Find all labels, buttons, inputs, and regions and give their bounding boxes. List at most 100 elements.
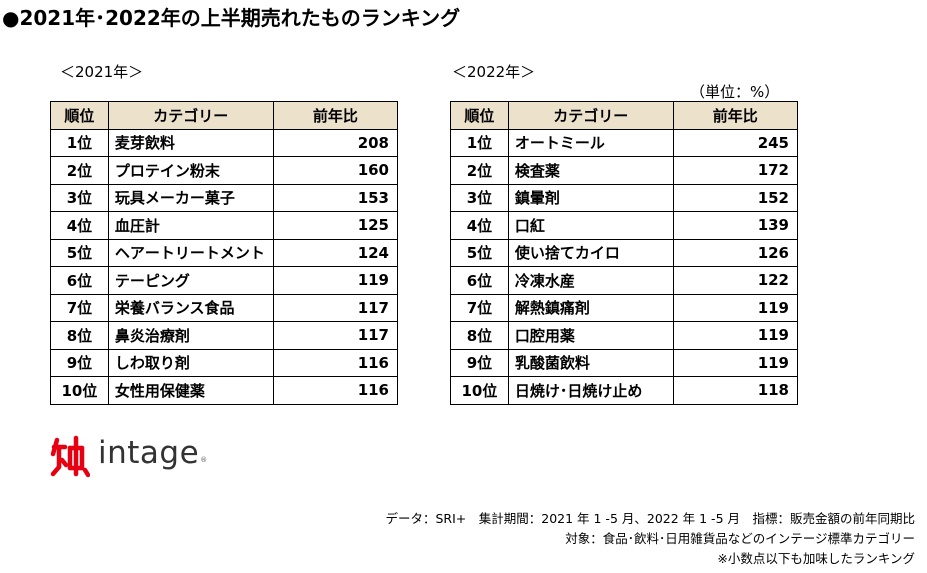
category-cell: 鼻炎治療剤 xyxy=(107,321,274,350)
table-row: 4位 血圧計 125 xyxy=(50,211,399,240)
footnote-ranking-note: ※小数点以下も加味したランキング xyxy=(717,551,915,566)
category-cell: テーピング xyxy=(107,266,274,295)
category-cell: 栄養バランス食品 xyxy=(107,293,274,322)
rank-cell: 9位 xyxy=(50,348,109,377)
value-cell: 152 xyxy=(672,183,799,212)
value-cell: 126 xyxy=(672,238,799,267)
table-row: 4位 口紅 139 xyxy=(450,211,799,240)
rank-cell: 6位 xyxy=(450,266,509,295)
value-cell: 124 xyxy=(272,238,399,267)
footnotes: データ：SRI+ 集計期間：2021 年 1 -5 月、2022 年 1 -5 … xyxy=(385,509,915,569)
header-rank: 順位 xyxy=(50,101,109,130)
category-cell: 麦芽飲料 xyxy=(107,128,274,157)
table-row: 6位 冷凍水産 122 xyxy=(450,266,799,295)
page-title: ●2021年･2022年の上半期売れたものランキング xyxy=(2,6,461,30)
value-cell: 172 xyxy=(672,156,799,185)
value-cell: 116 xyxy=(272,376,399,405)
header-rank: 順位 xyxy=(450,101,509,130)
category-cell: 冷凍水産 xyxy=(507,266,674,295)
rank-cell: 2位 xyxy=(50,156,109,185)
rank-cell: 9位 xyxy=(450,348,509,377)
rank-cell: 10位 xyxy=(50,376,109,405)
table-row: 2位 プロテイン粉末 160 xyxy=(50,156,399,185)
value-cell: 153 xyxy=(272,183,399,212)
category-cell: 玩具メーカー菓子 xyxy=(107,183,274,212)
value-cell: 208 xyxy=(272,128,399,157)
rank-cell: 2位 xyxy=(450,156,509,185)
category-cell: しわ取り剤 xyxy=(107,348,274,377)
value-cell: 117 xyxy=(272,293,399,322)
intage-logo: intage ® xyxy=(50,432,207,480)
value-cell: 125 xyxy=(272,211,399,240)
category-cell: 解熱鎮痛剤 xyxy=(507,293,674,322)
value-cell: 117 xyxy=(272,321,399,350)
category-cell: 鎮暈剤 xyxy=(507,183,674,212)
rank-cell: 7位 xyxy=(450,293,509,322)
category-cell: 女性用保健薬 xyxy=(107,376,274,405)
table-row: 8位 鼻炎治療剤 117 xyxy=(50,321,399,350)
category-cell: プロテイン粉末 xyxy=(107,156,274,185)
table-row: 10位 日焼け･日焼け止め 118 xyxy=(450,376,799,405)
caption-2021: ＜2021年＞ xyxy=(60,63,144,81)
value-cell: 160 xyxy=(272,156,399,185)
rank-cell: 5位 xyxy=(450,238,509,267)
table-row: 7位 解熱鎮痛剤 119 xyxy=(450,293,799,322)
value-cell: 119 xyxy=(672,293,799,322)
intage-kanji-mark-icon xyxy=(50,435,90,478)
table-row: 1位 オートミール 245 xyxy=(450,128,799,157)
table-row: 7位 栄養バランス食品 117 xyxy=(50,293,399,322)
rank-cell: 7位 xyxy=(50,293,109,322)
rank-cell: 5位 xyxy=(50,238,109,267)
value-cell: 139 xyxy=(672,211,799,240)
category-cell: 血圧計 xyxy=(107,211,274,240)
value-cell: 119 xyxy=(672,348,799,377)
table-row: 5位 ヘアートリートメント 124 xyxy=(50,238,399,267)
table-row: 10位 女性用保健薬 116 xyxy=(50,376,399,405)
rank-cell: 1位 xyxy=(450,128,509,157)
rank-cell: 3位 xyxy=(450,183,509,212)
table-row: 3位 玩具メーカー菓子 153 xyxy=(50,183,399,212)
ranking-table-2021: 順位 カテゴリー 前年比 1位 麦芽飲料 208 2位 プロテイン粉末 160 3位 玩具… xyxy=(50,101,399,405)
unit-label: （単位：%） xyxy=(690,83,780,101)
category-cell: 検査薬 xyxy=(507,156,674,185)
caption-2022: ＜2022年＞ xyxy=(452,63,536,81)
table-row: 2位 検査薬 172 xyxy=(450,156,799,185)
table-row: 6位 テーピング 119 xyxy=(50,266,399,295)
header-category: カテゴリー xyxy=(507,101,674,130)
header-category: カテゴリー xyxy=(107,101,274,130)
table-row: 1位 麦芽飲料 208 xyxy=(50,128,399,157)
value-cell: 245 xyxy=(672,128,799,157)
category-cell: 使い捨てカイロ xyxy=(507,238,674,267)
category-cell: オートミール xyxy=(507,128,674,157)
ranking-table-2022: 順位 カテゴリー 前年比 1位 オートミール 245 2位 検査薬 172 3位 鎮暈剤 1… xyxy=(450,101,799,405)
table-row: 5位 使い捨てカイロ 126 xyxy=(450,238,799,267)
rank-cell: 4位 xyxy=(450,211,509,240)
category-cell: 日焼け･日焼け止め xyxy=(507,376,674,405)
rank-cell: 1位 xyxy=(50,128,109,157)
category-cell: 乳酸菌飲料 xyxy=(507,348,674,377)
value-cell: 118 xyxy=(672,376,799,405)
category-cell: 口腔用薬 xyxy=(507,321,674,350)
table-header-row: 順位 カテゴリー 前年比 xyxy=(50,101,399,130)
rank-cell: 10位 xyxy=(450,376,509,405)
header-yoy: 前年比 xyxy=(272,101,399,130)
rank-cell: 4位 xyxy=(50,211,109,240)
footnote-target: 対象：食品･飲料･日用雑貨品などのインテージ標準カテゴリー xyxy=(565,531,915,546)
rank-cell: 8位 xyxy=(50,321,109,350)
table-row: 9位 乳酸菌飲料 119 xyxy=(450,348,799,377)
rank-cell: 6位 xyxy=(50,266,109,295)
rank-cell: 3位 xyxy=(50,183,109,212)
rank-cell: 8位 xyxy=(450,321,509,350)
table-header-row: 順位 カテゴリー 前年比 xyxy=(450,101,799,130)
intage-logo-text: intage xyxy=(98,435,200,471)
value-cell: 122 xyxy=(672,266,799,295)
table-row: 9位 しわ取り剤 116 xyxy=(50,348,399,377)
value-cell: 119 xyxy=(272,266,399,295)
value-cell: 116 xyxy=(272,348,399,377)
category-cell: 口紅 xyxy=(507,211,674,240)
trademark-mark: ® xyxy=(200,456,208,464)
table-row: 8位 口腔用薬 119 xyxy=(450,321,799,350)
footnote-data-source: データ：SRI+ 集計期間：2021 年 1 -5 月、2022 年 1 -5 … xyxy=(385,511,915,526)
header-yoy: 前年比 xyxy=(672,101,799,130)
category-cell: ヘアートリートメント xyxy=(107,238,274,267)
